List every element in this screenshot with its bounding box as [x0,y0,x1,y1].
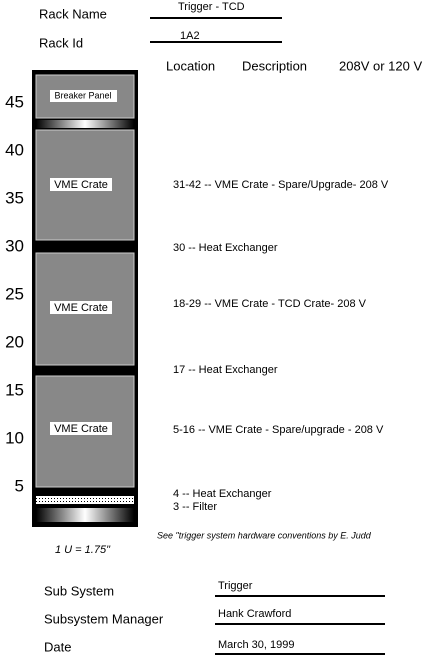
scale-label: 25 [5,284,24,303]
note: See "trigger system hardware conventions… [157,530,372,540]
field-value: Hank Crawford [218,608,291,620]
rack-id: 1A2 [180,30,200,42]
unit-note: 1 U = 1.75" [55,544,111,556]
unit-label: VME Crate [54,423,108,435]
column-header: Location [166,58,215,73]
unit-label: VME Crate [54,302,108,314]
scale-label: 15 [5,380,24,399]
description: 18-29 -- VME Crate - TCD Crate- 208 V [173,298,367,310]
scale-label: 10 [5,428,24,447]
filter [36,496,134,504]
description: 5-16 -- VME Crate - Spare/upgrade - 208 … [173,424,384,436]
scale-label: 30 [5,236,24,255]
scale-label: 40 [5,140,24,159]
scale-label: 35 [5,188,24,207]
rack-name-label: Rack Name [39,6,107,21]
description: 30 -- Heat Exchanger [173,242,278,254]
unit-label: Breaker Panel [54,90,111,100]
column-header: 208V or 120 V [339,58,422,73]
unit-label: VME Crate [54,179,108,191]
label-box [50,178,112,191]
blank-panel [36,120,134,128]
field-value: March 30, 1999 [218,639,294,651]
field-label: Date [44,639,71,654]
blank-panel [36,508,134,522]
scale-label: 5 [15,476,24,495]
field-label: Subsystem Manager [44,611,164,626]
rack-id-label: Rack Id [39,35,83,50]
label-box [50,301,112,314]
field-label: Sub System [44,583,114,598]
description: 17 -- Heat Exchanger [173,364,278,376]
description: 31-42 -- VME Crate - Spare/Upgrade- 208 … [173,179,389,191]
rack-name: Trigger - TCD [178,1,245,13]
column-header: Description [242,58,307,73]
label-box [50,422,112,435]
description: 4 -- Heat Exchanger [173,488,272,500]
scale-label: 20 [5,332,24,351]
label-box [50,90,117,102]
scale-label: 45 [5,92,24,111]
description: 3 -- Filter [173,501,217,513]
field-value: Trigger [218,580,253,592]
